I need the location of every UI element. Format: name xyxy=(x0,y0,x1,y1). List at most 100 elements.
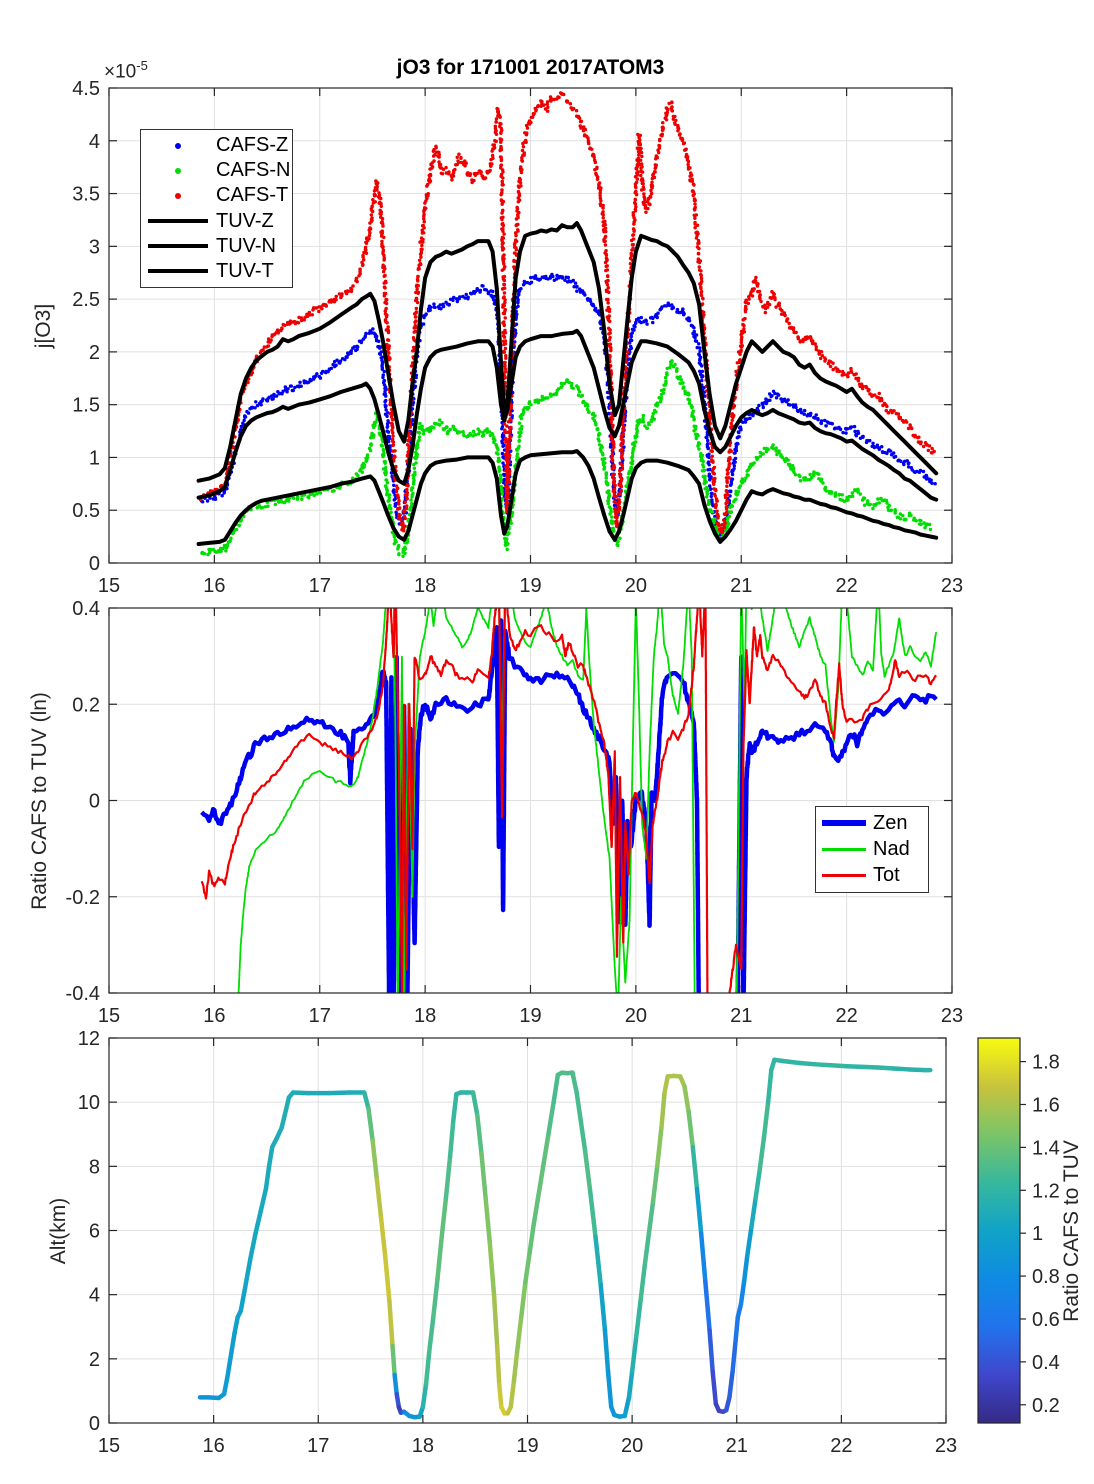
svg-text:2: 2 xyxy=(89,342,100,364)
tuv-t-line-icon xyxy=(148,269,208,274)
svg-text:16: 16 xyxy=(203,1005,225,1027)
svg-text:2.5: 2.5 xyxy=(72,289,100,311)
svg-text:21: 21 xyxy=(730,1005,752,1027)
legend-label: Nad xyxy=(873,837,910,860)
svg-text:1.6: 1.6 xyxy=(1032,1094,1060,1116)
cafs-z-marker-icon xyxy=(175,142,181,149)
legend-label: TUV-Z xyxy=(216,209,274,232)
svg-text:6: 6 xyxy=(89,1221,100,1243)
svg-text:0.2: 0.2 xyxy=(1032,1395,1060,1417)
svg-text:21: 21 xyxy=(726,1435,748,1457)
alt-y-axis-label: Alt(km) xyxy=(47,1197,70,1265)
svg-text:15: 15 xyxy=(98,1005,120,1027)
svg-text:1.5: 1.5 xyxy=(72,395,100,417)
legend-label: Tot xyxy=(873,864,900,887)
svg-text:23: 23 xyxy=(941,575,963,597)
cafs-t-marker-icon xyxy=(175,192,181,199)
svg-text:20: 20 xyxy=(621,1435,643,1457)
svg-text:23: 23 xyxy=(941,1005,963,1027)
svg-text:19: 19 xyxy=(516,1435,538,1457)
svg-text:18: 18 xyxy=(412,1435,434,1457)
tot-line-icon xyxy=(822,874,866,878)
alt-grid xyxy=(109,1038,946,1423)
ratio-axes: 15 16 17 18 19 20 21 22 23 -0.4 -0.2 0 0.2 0.4 xyxy=(66,598,964,1027)
svg-text:22: 22 xyxy=(836,575,858,597)
tuv-z-line-icon xyxy=(148,219,208,224)
svg-text:20: 20 xyxy=(625,575,647,597)
svg-text:17: 17 xyxy=(309,1005,331,1027)
svg-text:0: 0 xyxy=(89,1413,100,1435)
legend-item-cafs-z: CAFS-Z xyxy=(141,134,292,157)
alt-axes: 15 16 17 18 19 20 21 22 23 0 2 4 6 8 10 12 xyxy=(78,1028,957,1457)
jo3-series xyxy=(196,91,939,558)
jo3-y-axis-label: j[O3] xyxy=(32,303,55,349)
svg-text:1: 1 xyxy=(89,447,100,469)
svg-text:19: 19 xyxy=(519,575,541,597)
svg-text:0.5: 0.5 xyxy=(72,500,100,522)
svg-text:2: 2 xyxy=(89,1349,100,1371)
legend-label: TUV-N xyxy=(216,234,276,257)
svg-text:21: 21 xyxy=(730,575,752,597)
svg-text:4: 4 xyxy=(89,1285,100,1307)
legend-item-tuv-t: TUV-T xyxy=(141,260,292,283)
svg-text:20: 20 xyxy=(625,1005,647,1027)
svg-text:16: 16 xyxy=(203,575,225,597)
svg-text:18: 18 xyxy=(414,575,436,597)
svg-text:19: 19 xyxy=(519,1005,541,1027)
svg-text:17: 17 xyxy=(309,575,331,597)
svg-text:0.2: 0.2 xyxy=(72,694,100,716)
legend-label: TUV-T xyxy=(216,259,274,282)
legend-label: CAFS-T xyxy=(216,184,289,207)
jo3-legend: CAFS-Z CAFS-N CAFS-T TUV-Z TUV-N TUV-T xyxy=(140,129,293,288)
legend-item-cafs-n: CAFS-N xyxy=(141,159,292,182)
jo3-grid xyxy=(109,88,952,563)
svg-text:3.5: 3.5 xyxy=(72,184,100,206)
zen-line-icon xyxy=(822,820,866,827)
svg-text:12: 12 xyxy=(78,1028,100,1050)
svg-text:18: 18 xyxy=(414,1005,436,1027)
legend-item-nad: Nad xyxy=(816,838,928,861)
svg-text:1: 1 xyxy=(1032,1223,1043,1245)
svg-text:15: 15 xyxy=(98,1435,120,1457)
legend-item-cafs-t: CAFS-T xyxy=(141,184,292,207)
svg-text:4: 4 xyxy=(89,131,100,153)
svg-text:-0.2: -0.2 xyxy=(66,887,100,909)
ratio-legend: Zen Nad Tot xyxy=(815,806,929,893)
svg-text:0.4: 0.4 xyxy=(72,598,100,620)
legend-item-tot: Tot xyxy=(816,864,928,887)
legend-label: Zen xyxy=(873,811,908,834)
svg-text:23: 23 xyxy=(935,1435,957,1457)
legend-item-tuv-z: TUV-Z xyxy=(141,210,292,233)
colorbar: 0.2 0.4 0.6 0.8 1 1.2 1.4 1.6 1.8 xyxy=(977,1037,1060,1424)
cafs-n-marker-icon xyxy=(175,167,181,174)
y-axis-exponent: ×10-5 xyxy=(104,58,148,83)
ratio-y-axis-label: Ratio CAFS to TUV (ln) xyxy=(28,692,51,910)
svg-text:1.4: 1.4 xyxy=(1032,1137,1060,1159)
svg-text:15: 15 xyxy=(98,575,120,597)
svg-text:-0.4: -0.4 xyxy=(66,983,100,1005)
alt-series xyxy=(197,1057,933,1420)
svg-text:0.6: 0.6 xyxy=(1032,1309,1060,1331)
svg-text:0.8: 0.8 xyxy=(1032,1266,1060,1288)
svg-text:22: 22 xyxy=(830,1435,852,1457)
legend-label: CAFS-N xyxy=(216,159,291,182)
svg-text:22: 22 xyxy=(836,1005,858,1027)
svg-text:4.5: 4.5 xyxy=(72,78,100,100)
svg-text:1.2: 1.2 xyxy=(1032,1180,1060,1202)
svg-text:10: 10 xyxy=(78,1092,100,1114)
legend-label: CAFS-Z xyxy=(216,134,289,157)
legend-item-zen: Zen xyxy=(816,812,928,835)
jo3-axes: 15 16 17 18 19 20 21 22 23 0 0.5 1 1.5 2 2.5 3 3.5 4 4.5 xyxy=(72,78,963,597)
svg-text:0: 0 xyxy=(89,553,100,575)
tuv-n-line-icon xyxy=(148,244,208,249)
svg-text:1.8: 1.8 xyxy=(1032,1052,1060,1074)
colorbar-label: Ratio CAFS to TUV xyxy=(1060,1140,1083,1322)
svg-text:17: 17 xyxy=(307,1435,329,1457)
ratio-series xyxy=(200,608,938,993)
svg-text:16: 16 xyxy=(203,1435,225,1457)
page-title: jO3 for 171001 2017ATOM3 xyxy=(396,56,665,79)
svg-text:3: 3 xyxy=(89,236,100,258)
legend-item-tuv-n: TUV-N xyxy=(141,235,292,258)
